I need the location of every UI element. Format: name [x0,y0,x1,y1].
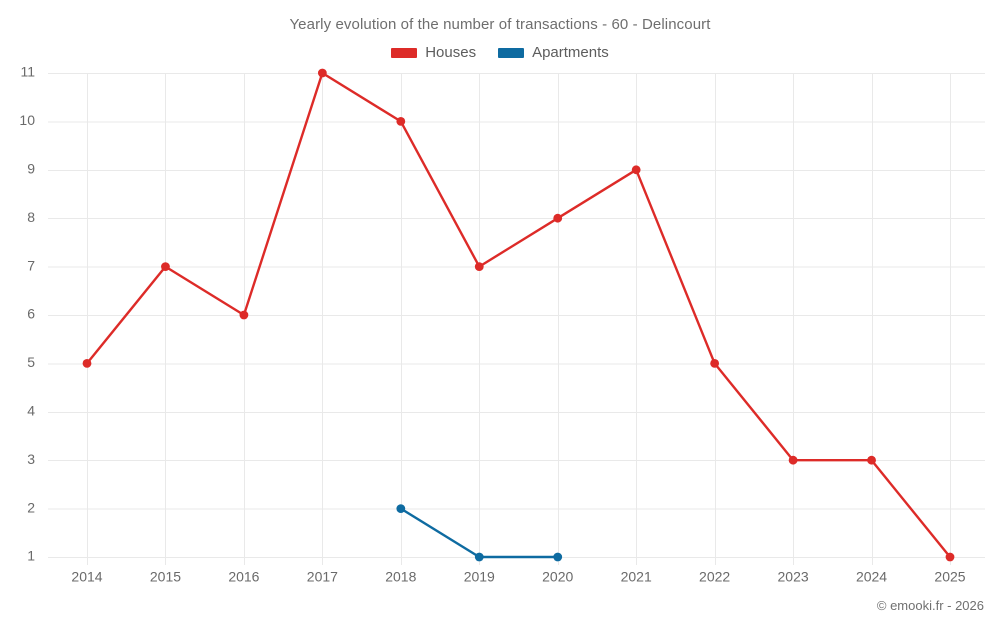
y-tick-label: 8 [27,209,35,225]
x-tick-label: 2015 [150,568,181,584]
legend-swatch-apartments [498,47,525,58]
x-tick-label: 2022 [699,568,730,584]
legend-swatch-houses [391,47,418,58]
data-series [82,68,955,562]
y-tick-label: 11 [20,64,35,80]
gridlines [48,73,985,565]
data-point-marker[interactable] [474,552,484,562]
y-tick-label: 9 [27,161,35,177]
data-point-marker[interactable] [710,359,720,368]
y-tick-label: 10 [19,112,35,128]
x-tick-label: 2014 [71,568,102,584]
x-tick-label: 2017 [307,568,338,584]
chart-legend: Houses Apartments [0,45,1000,60]
legend-item-houses[interactable]: Houses [391,45,476,60]
data-point-marker[interactable] [239,310,249,320]
y-tick-label: 7 [27,257,35,273]
data-point-marker[interactable] [788,455,798,465]
legend-label-apartments: Apartments [532,44,609,61]
data-point-marker[interactable] [631,165,641,175]
data-point-marker[interactable] [474,262,484,271]
x-tick-label: 2024 [856,568,887,584]
data-point-marker[interactable] [553,213,563,223]
x-tick-label: 2023 [778,568,809,584]
chart-title: Yearly evolution of the number of transa… [289,16,711,33]
data-point-marker[interactable] [161,262,170,271]
data-point-marker[interactable] [396,504,406,513]
y-tick-label: 5 [27,354,35,370]
x-tick-label: 2018 [385,568,416,584]
y-tick-label: 1 [27,548,35,564]
copyright-credit: © emooki.fr - 2026 [876,598,984,613]
y-tick-label: 6 [27,306,35,322]
data-point-marker[interactable] [945,552,955,562]
x-tick-label: 2019 [464,568,495,584]
legend-item-apartments[interactable]: Apartments [498,45,609,60]
x-tick-label: 2020 [542,568,573,584]
x-tick-label: 2025 [934,568,965,584]
data-point-marker[interactable] [396,117,406,126]
series-line-houses [85,71,952,559]
x-tick-label: 2021 [621,568,652,584]
x-axis-labels: 2014 2015 2016 2017 2018 2019 2020 2021 2022 2023… [71,568,965,584]
data-point-marker[interactable] [317,68,327,78]
data-point-marker[interactable] [867,455,876,465]
legend-label-houses: Houses [425,44,477,61]
y-tick-label: 3 [27,451,35,467]
y-tick-label: 2 [27,499,35,515]
data-point-marker[interactable] [553,552,563,562]
data-point-marker[interactable] [82,359,92,368]
y-axis-labels: 1 2 3 4 5 6 7 8 9 10 11 [19,64,35,564]
y-tick-label: 4 [27,403,35,419]
x-tick-label: 2016 [228,568,259,584]
